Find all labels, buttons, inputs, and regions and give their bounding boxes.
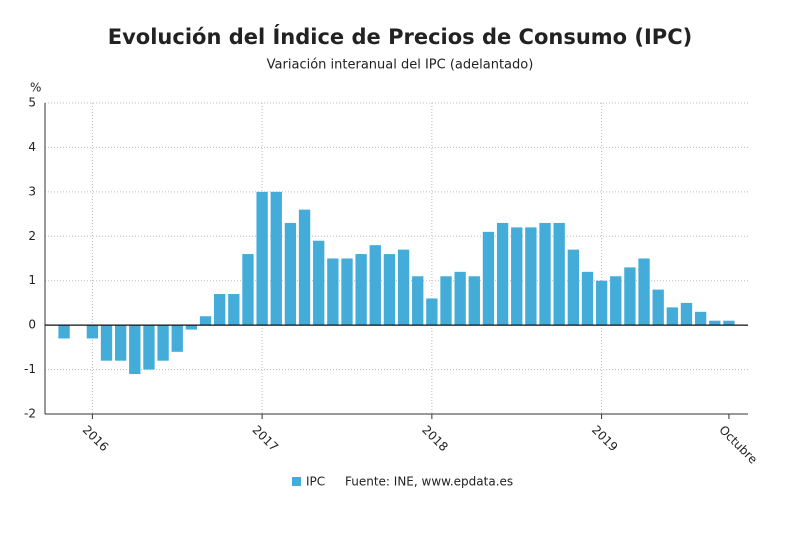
bar (185, 325, 198, 330)
y-tick-label: -2 (24, 407, 36, 421)
bar (511, 227, 523, 326)
bar (496, 222, 509, 326)
bar (638, 258, 650, 326)
chart-subtitle: Variación interanual del IPC (adelantado… (267, 58, 534, 73)
y-axis-label: % (30, 81, 41, 95)
bar (100, 325, 113, 361)
bar (129, 325, 141, 375)
y-tick-label: -1 (24, 362, 36, 376)
bar (581, 271, 594, 326)
bar (214, 294, 226, 326)
bar (270, 191, 282, 326)
bar (426, 298, 438, 326)
y-tick-label: 0 (28, 318, 36, 332)
bar (341, 258, 353, 326)
bar (298, 209, 311, 326)
bar (468, 276, 480, 326)
bar (454, 271, 466, 326)
bar (440, 276, 452, 326)
y-tick-label: 1 (28, 273, 36, 287)
chart-title: Evolución del Índice de Precios de Consu… (108, 24, 692, 49)
bar (539, 222, 551, 326)
x-tick-label: 2016 (80, 423, 111, 454)
bar (284, 222, 297, 326)
bar (680, 302, 693, 326)
x-tick-label: 2019 (589, 423, 620, 454)
bar (567, 249, 579, 326)
bar (143, 325, 155, 370)
y-tick-label: 4 (28, 140, 36, 154)
bar (525, 227, 537, 326)
bar (694, 311, 707, 326)
x-tick-label: 2018 (419, 423, 450, 454)
bar (171, 325, 183, 352)
source: Fuente: INE, www.epdata.es (345, 475, 513, 489)
bar (383, 254, 396, 326)
bar (652, 289, 664, 326)
bar (313, 240, 325, 326)
bar (595, 280, 608, 326)
bar (355, 254, 367, 326)
bar (199, 316, 212, 326)
legend-swatch (292, 477, 301, 486)
bar (157, 325, 169, 361)
bar (482, 231, 495, 326)
bar (86, 325, 99, 339)
x-tick-label: 2017 (250, 423, 281, 454)
bar (327, 258, 339, 326)
bar (709, 320, 721, 326)
y-tick-label: 3 (28, 184, 36, 198)
bar (228, 294, 240, 326)
bar (553, 222, 565, 326)
bar (114, 325, 127, 361)
legend-label: IPC (306, 475, 325, 489)
bar (666, 307, 679, 326)
bar (610, 276, 622, 326)
bar (256, 191, 268, 326)
bar (723, 320, 735, 326)
x-tick-label: Octubre (716, 423, 760, 467)
bar (58, 325, 70, 339)
bar (369, 245, 381, 326)
bar (624, 267, 636, 326)
bar (242, 254, 254, 326)
y-tick-label: 5 (28, 96, 36, 110)
bar (397, 249, 410, 326)
bar (412, 276, 424, 326)
y-tick-label: 2 (28, 229, 36, 243)
